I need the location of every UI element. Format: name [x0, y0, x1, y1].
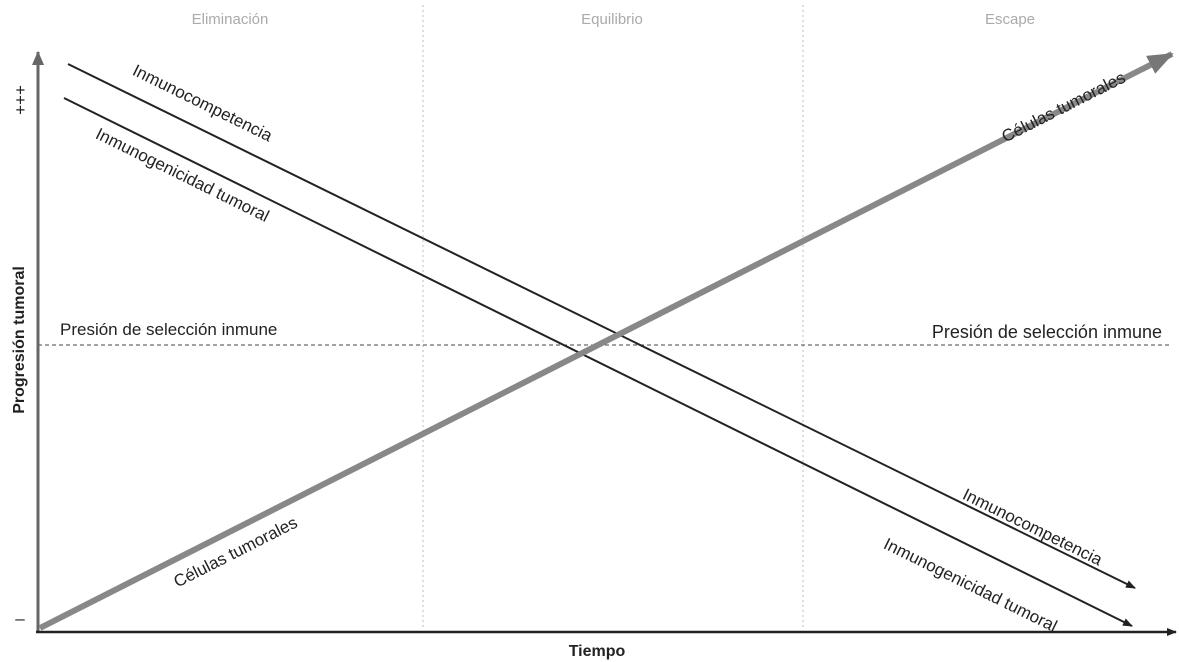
threshold-label: Presión de selección inmune — [60, 320, 277, 339]
y-axis-label: Progresión tumoral — [11, 266, 28, 414]
tumor-cells-line — [38, 51, 1174, 631]
immunocompetence-line — [67, 63, 1136, 589]
threshold-label: Presión de selección inmune — [932, 322, 1162, 342]
y-top-label: +++ — [11, 85, 30, 115]
phase-label: Equilibrio — [581, 11, 643, 28]
phase-label: Escape — [985, 11, 1035, 28]
line-label: Inmunogenicidad tumoral — [93, 124, 273, 226]
y-bottom-label: – — [15, 609, 25, 628]
phase-label: Eliminación — [192, 11, 269, 28]
line-label: Células tumorales — [999, 68, 1129, 147]
x-axis-label: Tiempo — [569, 643, 626, 660]
line-label: Inmunogenicidad tumoral — [881, 534, 1061, 636]
line-label: Inmunocompetencia — [960, 485, 1106, 570]
line-label: Inmunocompetencia — [130, 61, 276, 146]
immunogenicity-line — [63, 97, 1133, 627]
